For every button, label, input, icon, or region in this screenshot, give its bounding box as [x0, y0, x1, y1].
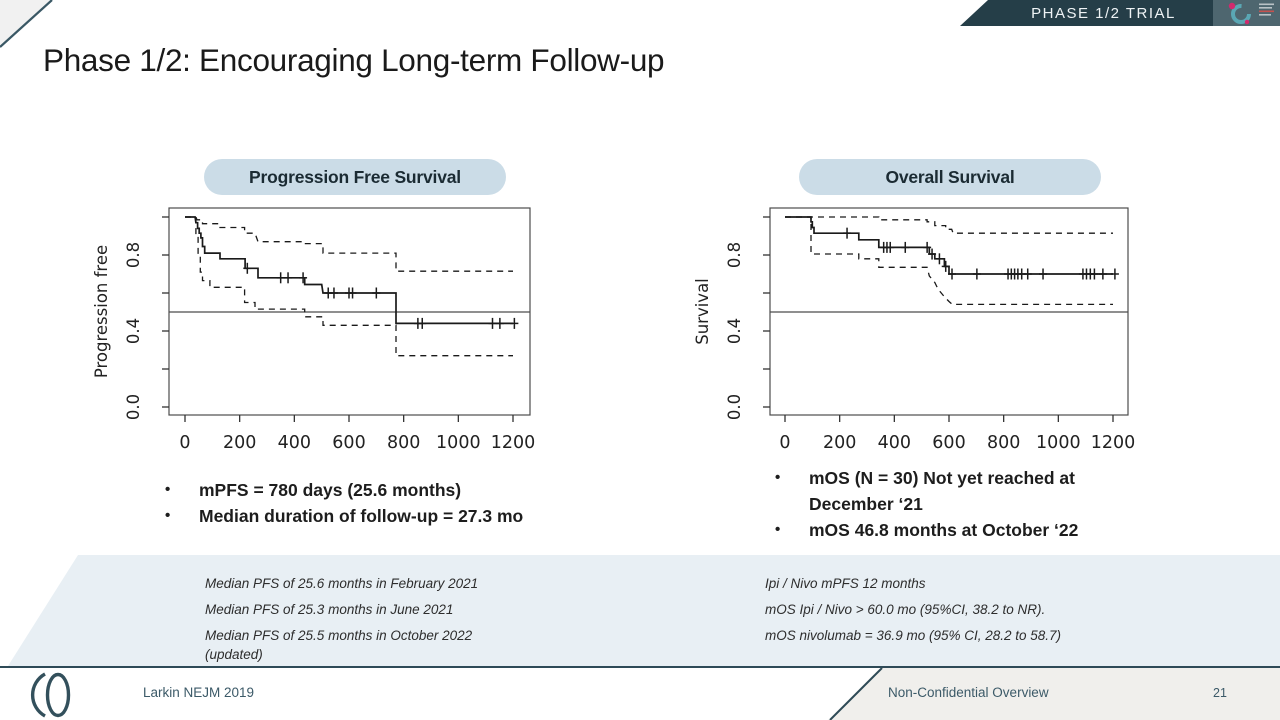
svg-text:800: 800 — [987, 433, 1020, 453]
os-bullet-list: • mOS (N = 30) Not yet reached at Decembe… — [775, 465, 1131, 543]
list-item: • mPFS = 780 days (25.6 months) — [165, 477, 605, 503]
page-number: 21 — [1213, 686, 1227, 700]
org-logo-icon — [1213, 0, 1280, 26]
pfs-bullet-list: • mPFS = 780 days (25.6 months) • Median d… — [165, 477, 605, 529]
banner-title: PHASE 1/2 TRIAL — [1031, 4, 1176, 22]
footer-diagonal-accent — [829, 668, 883, 720]
notes-band — [8, 555, 1280, 666]
pfs-chart-header: Progression Free Survival — [204, 159, 506, 195]
svg-text:0.8: 0.8 — [124, 242, 143, 268]
note-line: mOS nivolumab = 36.9 mo (95% CI, 28.2 to… — [765, 628, 1062, 643]
bullet-icon: • — [775, 521, 781, 538]
company-logo-icon — [30, 672, 71, 718]
list-item: • Median duration of follow-up = 27.3 mo — [165, 503, 605, 529]
pfs-kaplan-meier-chart: 0.0 0.4 0.8 0 200 400 600 800 1000 1200 Progressio… — [92, 207, 536, 453]
svg-text:800: 800 — [387, 433, 420, 453]
header-banner: PHASE 1/2 TRIAL — [960, 0, 1280, 26]
svg-text:0.0: 0.0 — [124, 394, 143, 420]
svg-text:400: 400 — [878, 433, 911, 453]
pfs-chart-header-label: Progression Free Survival — [249, 166, 461, 187]
svg-text:0.4: 0.4 — [725, 318, 744, 344]
svg-text:600: 600 — [932, 433, 965, 453]
svg-text:Progression free: Progression free — [92, 245, 111, 378]
footer-divider — [0, 666, 1280, 668]
note-line: Median PFS of 25.6 months in February 20… — [205, 576, 479, 591]
svg-text:0.4: 0.4 — [124, 318, 143, 344]
note-line: Median PFS of 25.3 months in June 2021 — [205, 602, 454, 617]
svg-text:200: 200 — [223, 433, 256, 453]
footer-right-band — [828, 668, 1280, 720]
os-chart-header: Overall Survival — [799, 159, 1101, 195]
os-notes: Ipi / Nivo mPFS 12 months mOS Ipi / Nivo… — [765, 575, 1205, 653]
svg-text:1000: 1000 — [1036, 433, 1081, 453]
bullet-icon: • — [775, 469, 781, 486]
pfs-notes: Median PFS of 25.6 months in February 20… — [205, 575, 605, 672]
svg-text:1200: 1200 — [491, 433, 536, 453]
svg-text:600: 600 — [332, 433, 365, 453]
note-line: (updated) — [205, 647, 263, 662]
svg-text:1200: 1200 — [1091, 433, 1136, 453]
classification-text: Non-Confidential Overview — [888, 685, 1049, 700]
svg-text:400: 400 — [278, 433, 311, 453]
corner-accent — [0, 0, 53, 48]
svg-text:200: 200 — [823, 433, 856, 453]
os-chart-header-label: Overall Survival — [885, 166, 1015, 187]
note-line: Ipi / Nivo mPFS 12 months — [765, 576, 926, 591]
citation-text: Larkin NEJM 2019 — [143, 685, 255, 700]
svg-text:1000: 1000 — [436, 433, 481, 453]
bullet-icon: • — [165, 481, 171, 498]
svg-text:0: 0 — [779, 433, 790, 453]
svg-text:Survival: Survival — [693, 278, 712, 345]
bullet-icon: • — [165, 507, 171, 524]
list-item: • mOS (N = 30) Not yet reached at Decembe… — [775, 465, 1131, 517]
list-item: • mOS 46.8 months at October ‘22 — [775, 517, 1131, 543]
page-title: Phase 1/2: Encouraging Long-term Follow-… — [43, 42, 665, 78]
svg-text:0.0: 0.0 — [725, 394, 744, 420]
svg-text:0: 0 — [179, 433, 190, 453]
svg-text:0.8: 0.8 — [725, 242, 744, 268]
os-kaplan-meier-chart: 0.0 0.4 0.8 0 200 400 600 800 1000 1200 Survival — [693, 207, 1136, 453]
note-line: mOS Ipi / Nivo > 60.0 mo (95%CI, 38.2 to… — [765, 602, 1046, 617]
note-line: Median PFS of 25.5 months in October 202… — [205, 628, 473, 643]
